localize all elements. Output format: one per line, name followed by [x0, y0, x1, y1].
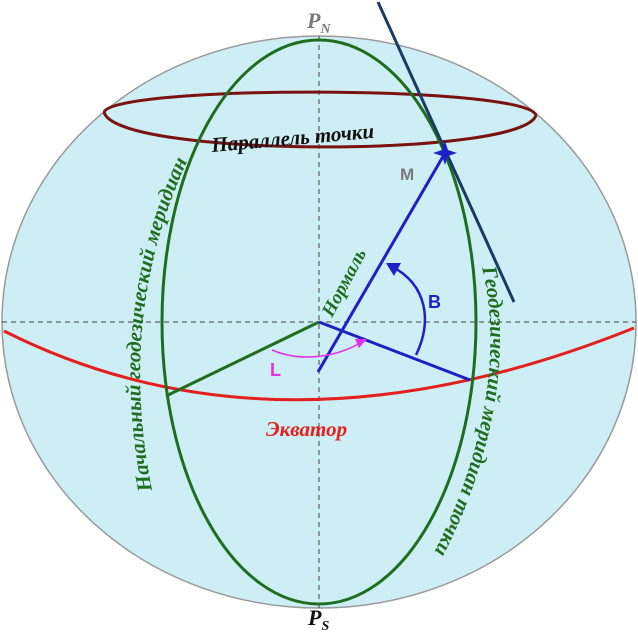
prime-meridian-radius: [165, 320, 320, 398]
equator-label: Экватор: [266, 417, 347, 441]
angle-l-arc: [271, 341, 363, 358]
normal-line: [316, 152, 447, 373]
angle-b-arc: [390, 264, 427, 356]
angle-l-label: L: [270, 360, 281, 380]
point-meridian-ellipse: [160, 38, 478, 606]
parallel-back-arc: [102, 90, 538, 116]
equator-curve: [3, 326, 635, 402]
parallel-front-arc: [102, 111, 538, 149]
north-pole-letter: P: [306, 8, 321, 33]
south-pole-letter: P: [307, 605, 322, 630]
angle-b-label: B: [428, 292, 441, 312]
north-pole-label: PN: [306, 8, 331, 37]
point-m-label: M: [400, 165, 414, 184]
point-meridian-radius: [318, 320, 471, 382]
angle-l-arrowhead: [355, 339, 367, 348]
angle-b-arrowhead: [386, 263, 401, 276]
point-m-marker: [433, 141, 457, 165]
south-pole-subscript: S: [321, 619, 329, 634]
north-pole-subscript: N: [319, 22, 331, 37]
south-pole-label: PS: [307, 605, 329, 634]
